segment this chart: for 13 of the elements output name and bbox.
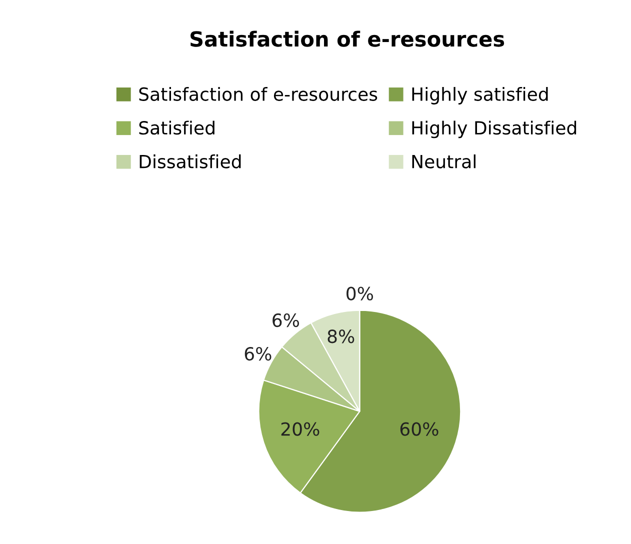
chart-title: Satisfaction of e-resources [190, 30, 504, 47]
legend-label: Highly satisfied [412, 86, 548, 104]
data-label: 20% [281, 422, 320, 436]
legend-label: Highly Dissatisfied [412, 120, 576, 138]
legend-label: Satisfied [139, 120, 214, 135]
data-label: 6% [272, 313, 299, 328]
legend-label: Neutral [412, 154, 476, 168]
text: 0% [346, 286, 373, 300]
legend-label: Dissatisfied [140, 154, 241, 168]
data-label: 6% [244, 346, 272, 361]
legend-label: Satisfaction of e-resources [139, 86, 378, 101]
data-label: 60% [400, 422, 438, 436]
data-label: 8% [328, 330, 354, 344]
